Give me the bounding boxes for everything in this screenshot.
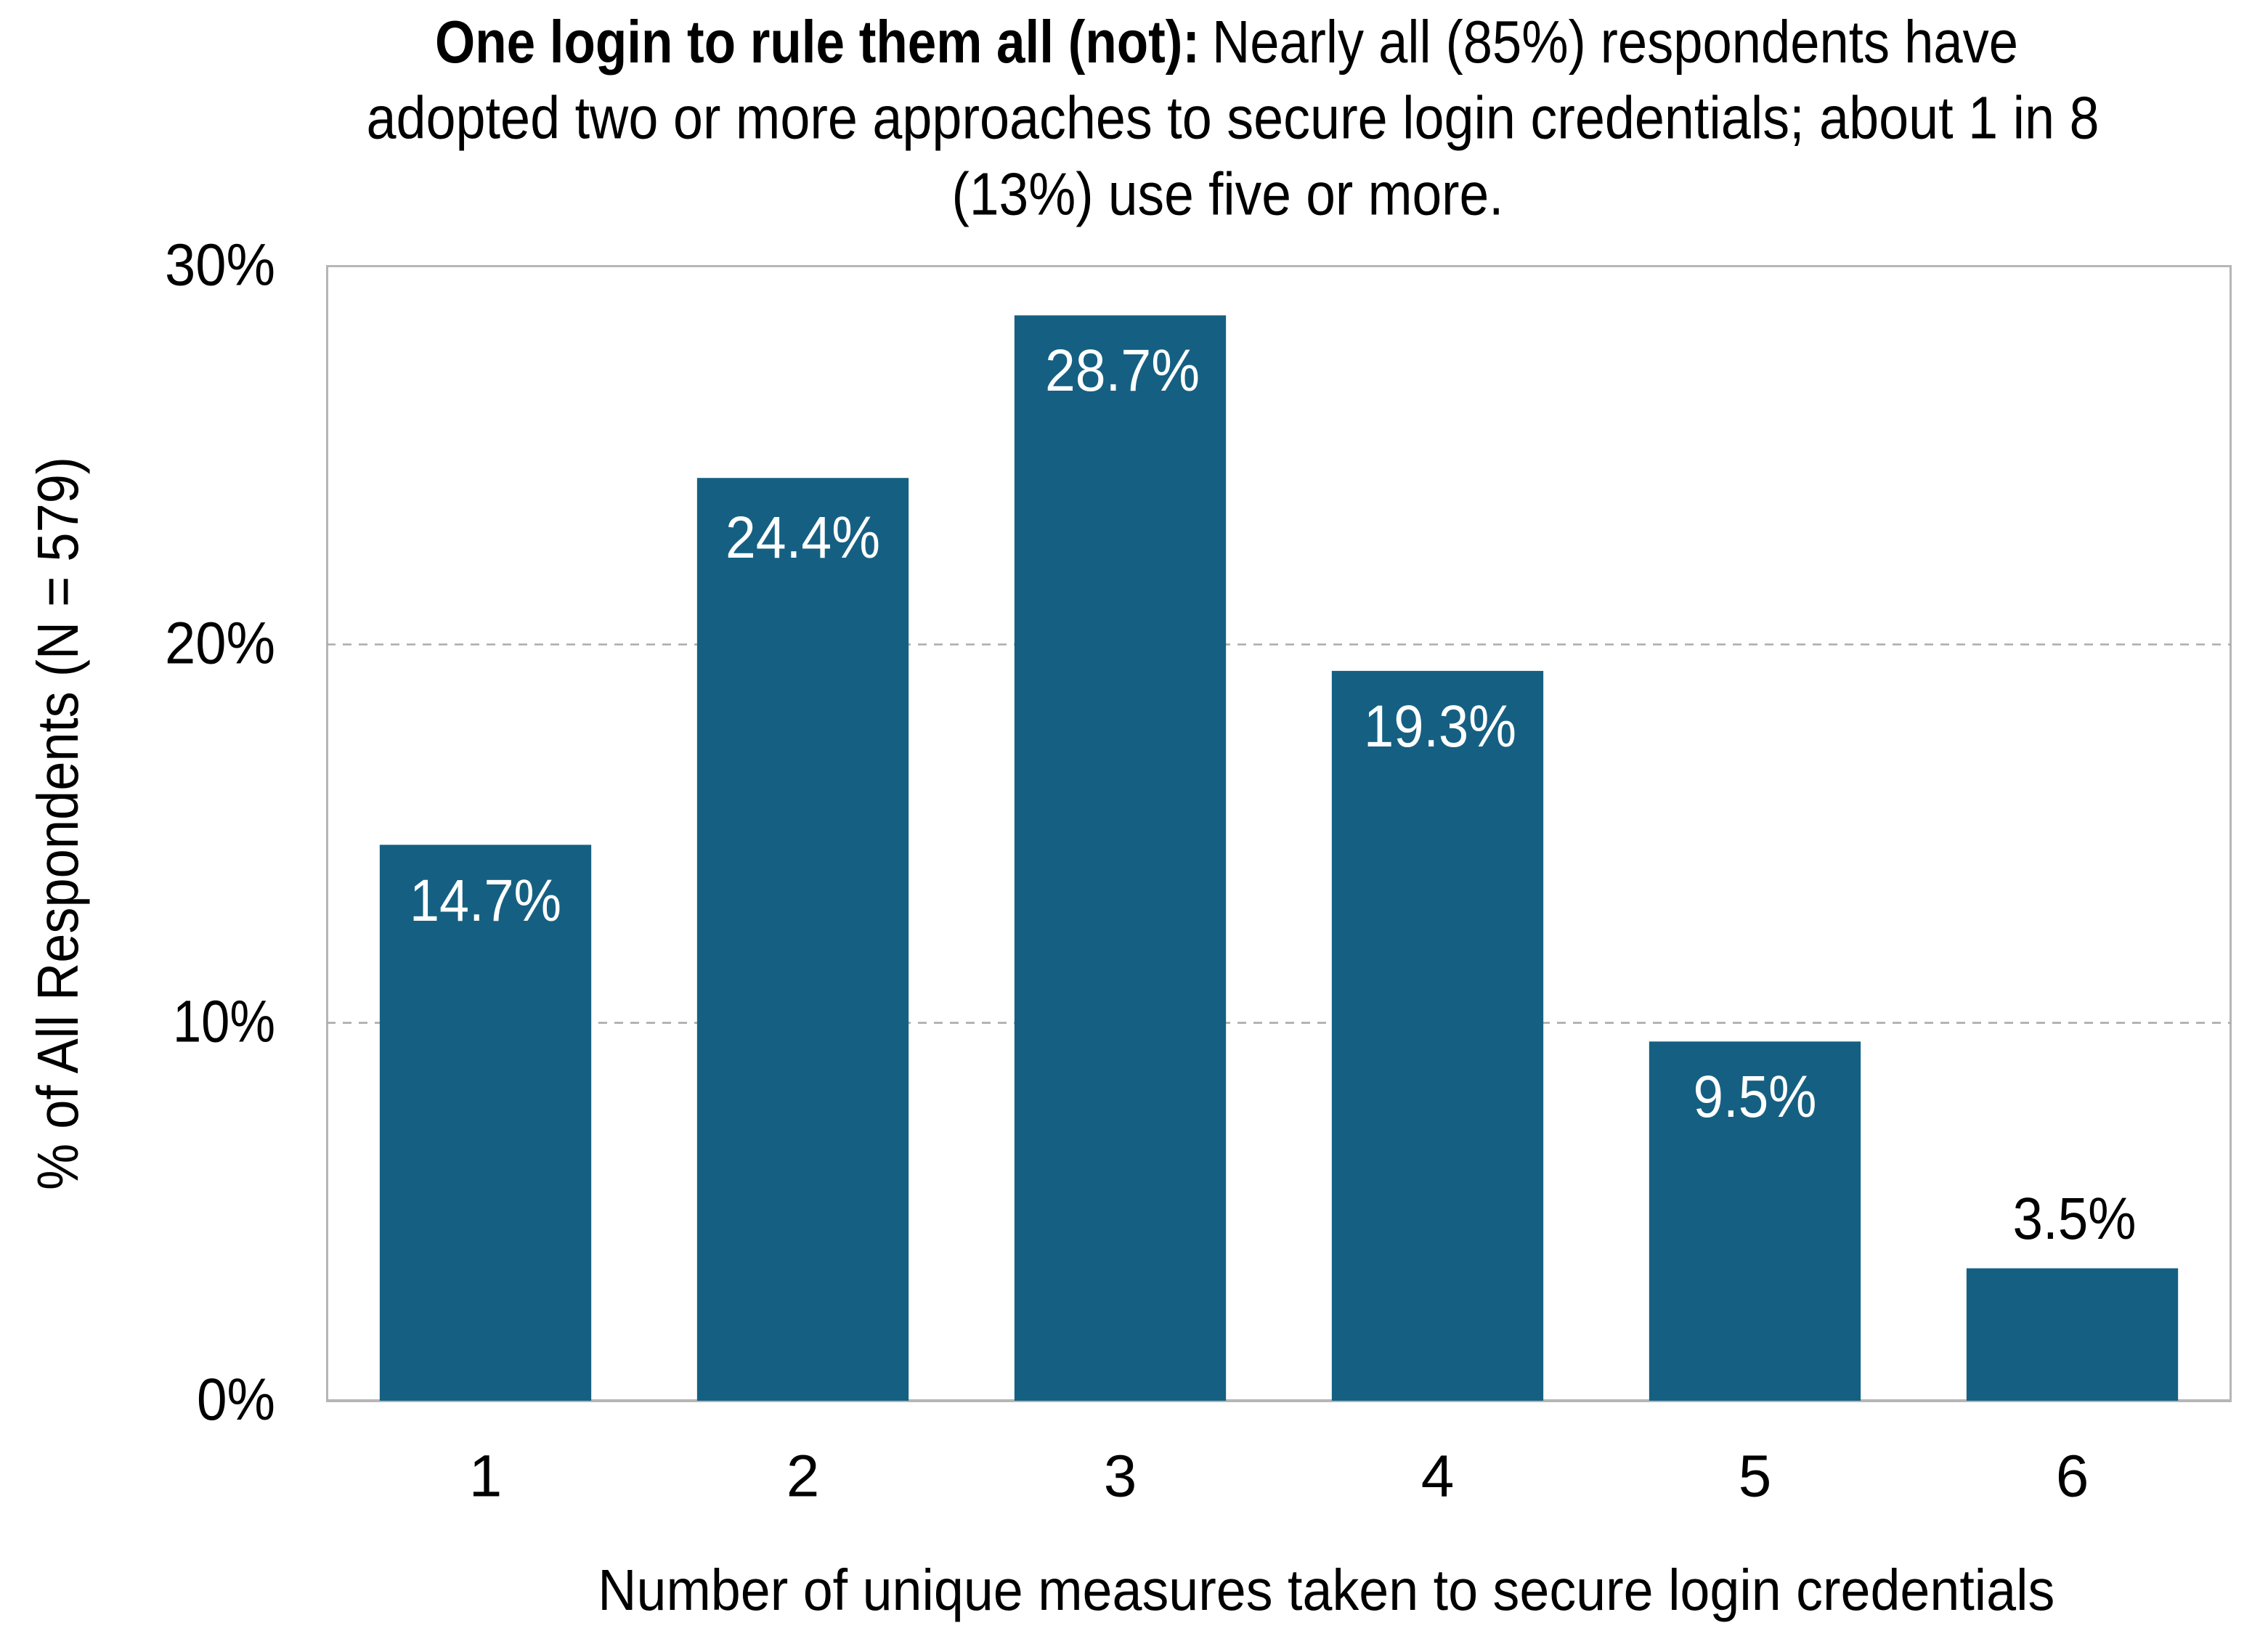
svg-text:Number of unique measures take: Number of unique measures taken to secur… [598,1558,2054,1622]
svg-text:One login to rule them all (no: One login to rule them all (not): [435,8,1200,76]
svg-text:20%: 20% [165,611,275,677]
svg-text:9.5%: 9.5% [1694,1064,1817,1130]
svg-text:19.3%: 19.3% [1364,693,1516,760]
svg-text:3: 3 [1104,1443,1137,1509]
svg-text:adopted two or more approaches: adopted two or more approaches to secure… [367,84,2100,152]
svg-text:1: 1 [469,1443,503,1509]
svg-text:24.4%: 24.4% [725,505,880,571]
svg-text:0%: 0% [197,1367,275,1433]
svg-text:(13%) use five or more.: (13%) use five or more. [952,160,1504,228]
svg-text:30%: 30% [165,232,275,298]
svg-text:5: 5 [1739,1443,1772,1509]
svg-text:2: 2 [787,1443,820,1509]
svg-text:10%: 10% [173,989,275,1055]
svg-text:28.7%: 28.7% [1045,338,1200,404]
svg-text:6: 6 [2056,1443,2089,1509]
svg-text:14.7%: 14.7% [410,868,561,934]
svg-text:4: 4 [1421,1443,1455,1509]
svg-text:3.5%: 3.5% [2013,1186,2137,1252]
svg-text:Nearly all (85%) respondents h: Nearly all (85%) respondents have [1212,8,2018,76]
svg-text:% of All Respondents (N = 579): % of All Respondents (N = 579) [25,457,90,1190]
